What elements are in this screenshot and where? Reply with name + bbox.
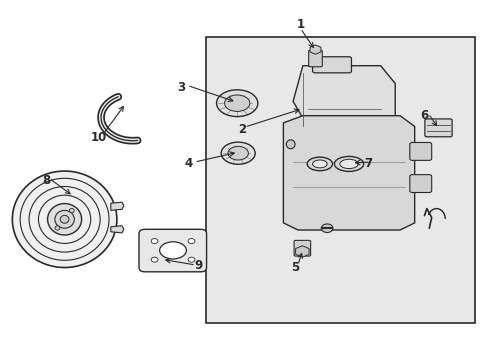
Text: 3: 3 (177, 81, 185, 94)
Ellipse shape (312, 160, 326, 168)
Ellipse shape (60, 215, 69, 223)
Polygon shape (292, 66, 394, 126)
Text: 8: 8 (42, 174, 50, 186)
Bar (205, 37, 474, 323)
Ellipse shape (55, 226, 60, 230)
Ellipse shape (159, 242, 186, 259)
Ellipse shape (216, 90, 257, 117)
Ellipse shape (339, 159, 358, 168)
Circle shape (151, 257, 158, 262)
Ellipse shape (55, 210, 74, 228)
FancyBboxPatch shape (293, 240, 310, 256)
Polygon shape (111, 226, 123, 233)
Circle shape (188, 239, 195, 244)
Ellipse shape (47, 203, 81, 235)
Text: 4: 4 (184, 157, 192, 170)
Text: 1: 1 (296, 18, 304, 31)
Circle shape (321, 224, 332, 233)
FancyBboxPatch shape (409, 175, 431, 193)
Ellipse shape (306, 157, 332, 171)
Polygon shape (111, 202, 123, 210)
Text: 10: 10 (90, 131, 106, 144)
Ellipse shape (221, 142, 255, 164)
Ellipse shape (224, 95, 249, 111)
Text: 5: 5 (291, 261, 299, 274)
Ellipse shape (69, 208, 74, 213)
FancyBboxPatch shape (424, 119, 451, 137)
Text: 2: 2 (238, 123, 245, 136)
Ellipse shape (334, 157, 363, 171)
Circle shape (188, 257, 195, 262)
FancyBboxPatch shape (409, 143, 431, 160)
Circle shape (151, 239, 158, 244)
FancyBboxPatch shape (308, 50, 322, 67)
FancyBboxPatch shape (312, 57, 351, 73)
Ellipse shape (286, 140, 294, 149)
FancyBboxPatch shape (139, 229, 206, 272)
Polygon shape (283, 116, 414, 230)
Text: 9: 9 (194, 259, 202, 272)
Text: 7: 7 (364, 157, 372, 170)
Text: 6: 6 (419, 109, 427, 122)
Ellipse shape (12, 171, 117, 267)
Ellipse shape (227, 147, 248, 160)
Ellipse shape (312, 60, 351, 71)
